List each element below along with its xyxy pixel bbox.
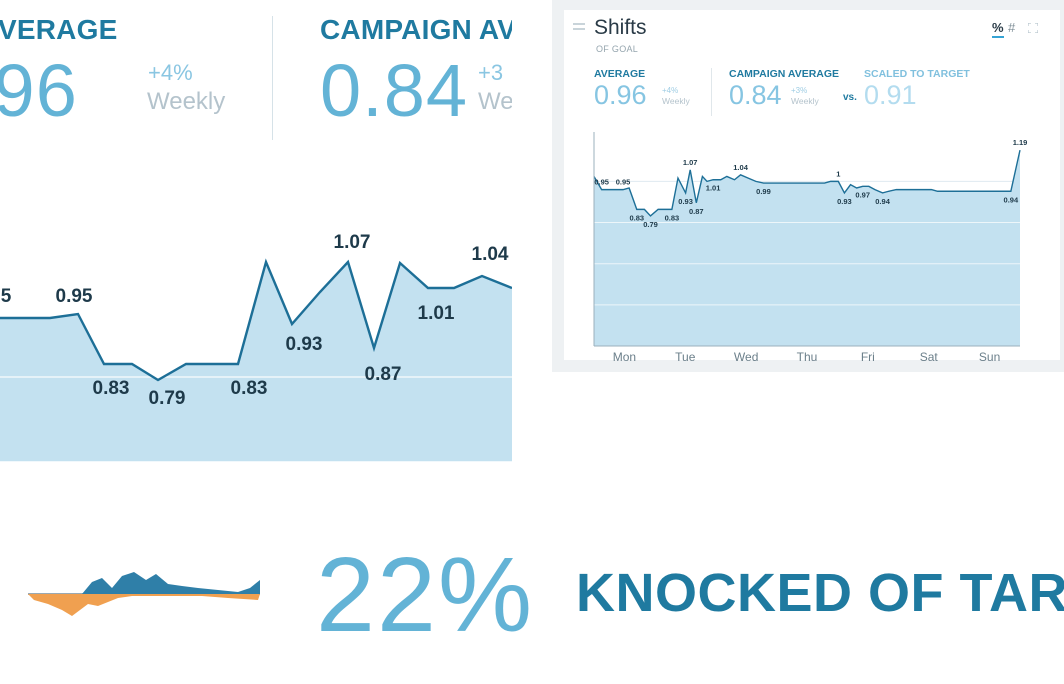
data-label: 0.83: [629, 213, 644, 222]
data-label: 1.01: [706, 184, 721, 193]
knocked-off-text-clip: KNOCKED OF TARG: [576, 540, 1064, 650]
area-fill: [0, 262, 512, 462]
series-line: [0, 258, 512, 382]
shifts-area-chart: 0.95 0.950.830.790.830.931.070.871.011.04…: [593, 132, 1028, 362]
x-tick-label: Sat: [920, 350, 939, 362]
average-value: 0.96: [594, 80, 647, 110]
data-label: 0.94: [1004, 195, 1019, 204]
zoom-average-period: Weekly: [147, 88, 226, 115]
data-label: 1.19: [1013, 138, 1028, 147]
sparkline-positive: [28, 572, 260, 594]
data-label: 0.83: [231, 378, 268, 399]
x-tick-label: Mon: [613, 350, 636, 362]
shifts-widget-card: Shifts OF GOAL % # AVERAGE 0.96 +4% Week…: [552, 0, 1064, 372]
number-toggle[interactable]: #: [1008, 20, 1016, 35]
average-label: AVERAGE: [594, 68, 646, 80]
data-label: 0.93: [286, 334, 323, 355]
widget-title: Shifts: [594, 16, 647, 39]
vs-label: vs.: [843, 92, 857, 103]
data-label: 0.95: [594, 178, 609, 187]
zoom-divider: [272, 16, 273, 140]
data-label: 1: [836, 169, 840, 178]
data-label: 1.07: [683, 158, 698, 167]
zoomed-chart-panel: VERAGE .96 +4% Weekly CAMPAIGN AVI 0.84 …: [0, 0, 512, 470]
zoom-average-change: +4%: [148, 60, 193, 85]
x-tick-label: Sun: [979, 350, 1000, 362]
data-label: 0.94: [875, 197, 890, 206]
knocked-off-percent: 22%: [316, 536, 535, 654]
x-tick-label: Tue: [675, 350, 696, 362]
area-fill: [594, 150, 1020, 346]
campaign-average-period: Weekly: [791, 96, 819, 106]
widget-body: Shifts OF GOAL % # AVERAGE 0.96 +4% Week…: [564, 10, 1060, 362]
zoom-average-label: VERAGE: [0, 14, 118, 45]
percent-toggle[interactable]: %: [992, 20, 1004, 38]
scaled-to-target-value: 0.91: [864, 80, 917, 110]
campaign-average-change: +3%: [791, 86, 808, 95]
data-label: 0.95: [56, 286, 93, 307]
data-label: 0.93: [678, 197, 693, 206]
data-label: 5: [1, 286, 12, 307]
data-label: 0.93: [837, 197, 852, 206]
zoom-campaign-value: 0.84: [320, 49, 469, 132]
widget-subtitle: OF GOAL: [596, 44, 639, 54]
data-label: 0.99: [756, 187, 771, 196]
data-label: 1.04: [472, 244, 509, 265]
zoom-average-value: .96: [0, 49, 78, 132]
drag-handle-icon[interactable]: [573, 23, 585, 33]
sparkline-negative: [28, 594, 260, 616]
sparkline-chart: [28, 572, 260, 616]
average-period: Weekly: [662, 96, 690, 106]
data-label: 0.95: [616, 178, 631, 187]
stats-divider: [711, 68, 712, 116]
data-label: 0.87: [365, 364, 402, 385]
data-label: 0.79: [149, 388, 186, 409]
x-tick-label: Fri: [861, 350, 875, 362]
series-line: [593, 149, 1021, 217]
average-change: +4%: [662, 86, 679, 95]
campaign-average-value: 0.84: [729, 80, 782, 110]
campaign-average-label: CAMPAIGN AVERAGE: [729, 68, 840, 80]
data-label: 0.83: [665, 213, 680, 222]
data-label: 0.97: [855, 190, 870, 199]
x-tick-label: Wed: [734, 350, 758, 362]
data-label: 1.01: [418, 303, 455, 324]
x-tick-label: Thu: [797, 350, 818, 362]
expand-icon[interactable]: [1028, 23, 1038, 33]
knocked-off-target-text: KNOCKED OF TARG: [576, 563, 1064, 623]
zoom-campaign-change: +3: [478, 60, 504, 85]
data-label: 0.83: [93, 378, 130, 399]
data-label: 1.04: [733, 163, 748, 172]
data-label: 0.87: [689, 207, 704, 216]
zoom-campaign-period: We: [478, 88, 512, 115]
zoom-area-chart: 5 0.95 0.83 0.79 0.83 0.93 1.07 0.87 1.01 1.04: [0, 232, 512, 463]
zoom-campaign-label: CAMPAIGN AVI: [320, 14, 512, 45]
scaled-to-target-label: SCALED TO TARGET: [864, 68, 970, 80]
data-label: 1.07: [334, 232, 371, 253]
data-label: 0.79: [643, 220, 658, 229]
